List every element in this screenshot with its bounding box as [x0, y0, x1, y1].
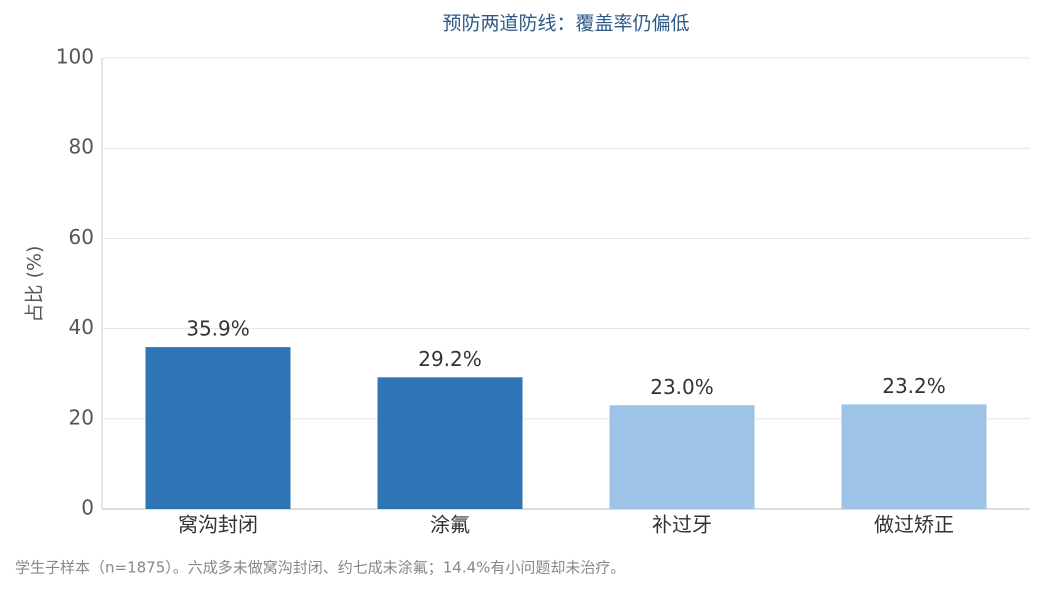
- x-tick-label: 涂氟: [430, 513, 470, 537]
- value-label: 35.9%: [186, 317, 250, 341]
- bar: [377, 377, 523, 509]
- value-label: 29.2%: [418, 347, 482, 371]
- x-tick-label: 窝沟封闭: [178, 513, 258, 537]
- bar: [145, 347, 291, 509]
- x-tick-label: 补过牙: [652, 513, 712, 537]
- y-tick-label: 40: [69, 315, 94, 339]
- y-tick-label: 20: [69, 405, 94, 429]
- y-tick-label: 80: [69, 135, 94, 159]
- chart-title: 预防两道防线：覆盖率仍偏低: [442, 13, 689, 35]
- x-tick-label: 做过矫正: [874, 513, 954, 537]
- y-tick-label: 60: [69, 225, 94, 249]
- y-axis-label: 占比 (%): [24, 246, 46, 323]
- bar: [609, 405, 755, 509]
- value-label: 23.0%: [650, 375, 714, 399]
- footnote: 学生子样本（n=1875）。六成多未做窝沟封闭、约七成未涂氟；14.4%有小问题…: [15, 559, 625, 577]
- value-label: 23.2%: [882, 374, 946, 398]
- y-tick-label: 100: [56, 45, 94, 69]
- bar: [841, 404, 987, 509]
- y-tick-label: 0: [81, 496, 94, 520]
